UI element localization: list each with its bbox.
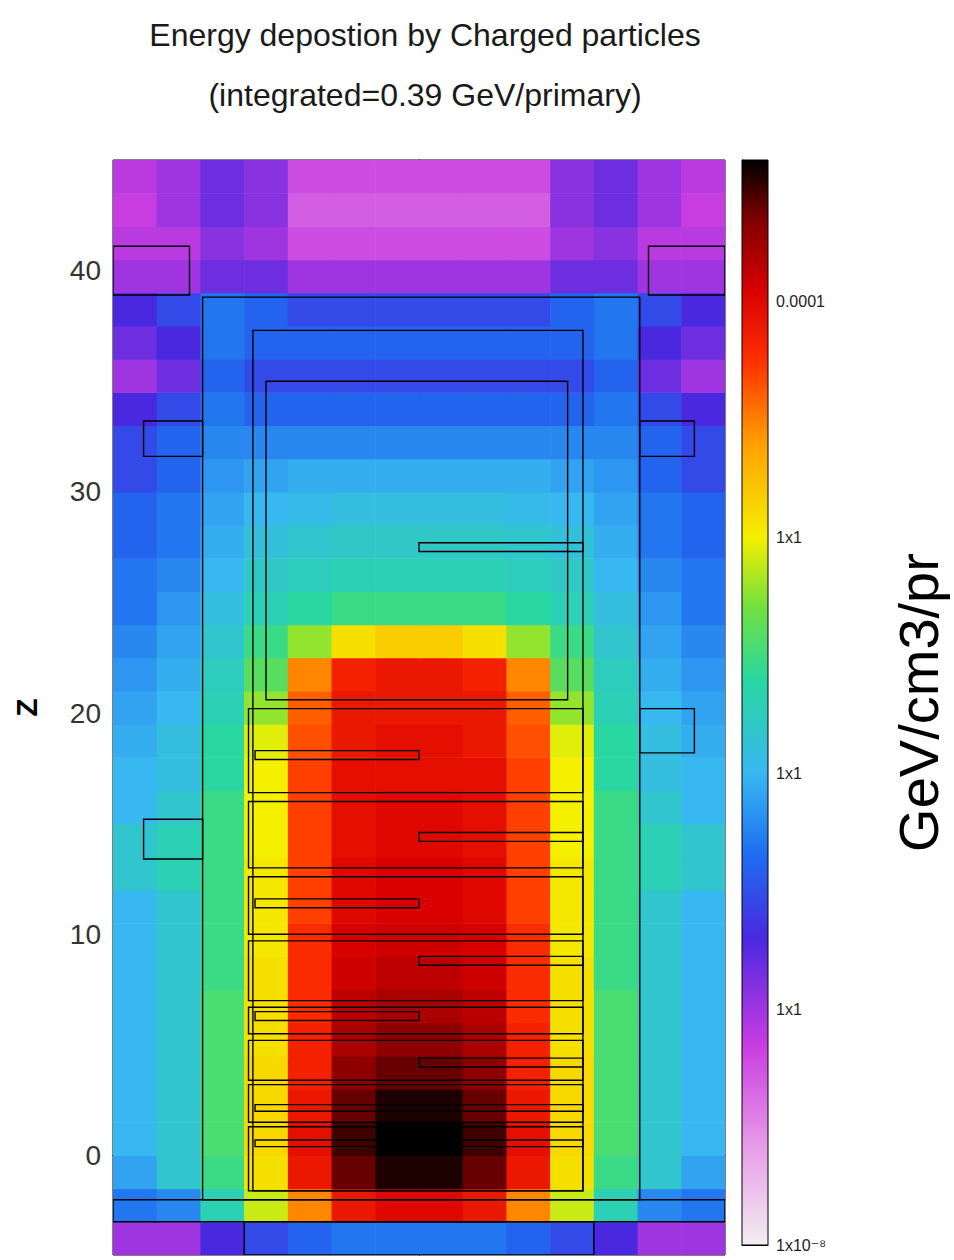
svg-text:30: 30	[70, 476, 101, 507]
svg-text:0.0001: 0.0001	[776, 293, 825, 310]
svg-text:GeV/cm3/pr: GeV/cm3/pr	[887, 553, 950, 852]
svg-text:40: 40	[70, 255, 101, 286]
svg-text:1x1: 1x1	[776, 529, 802, 546]
svg-text:Energy depostion by Charged pa: Energy depostion by Charged particles	[149, 17, 700, 53]
svg-text:10: 10	[70, 919, 101, 950]
svg-text:Z: Z	[10, 698, 43, 716]
svg-text:1x1: 1x1	[776, 1001, 802, 1018]
svg-text:1x10⁻⁸: 1x10⁻⁸	[776, 1237, 826, 1254]
svg-text:0: 0	[85, 1140, 101, 1171]
svg-text:20: 20	[70, 698, 101, 729]
svg-text:1x1: 1x1	[776, 765, 802, 782]
svg-text:(integrated=0.39 GeV/primary): (integrated=0.39 GeV/primary)	[208, 77, 641, 113]
